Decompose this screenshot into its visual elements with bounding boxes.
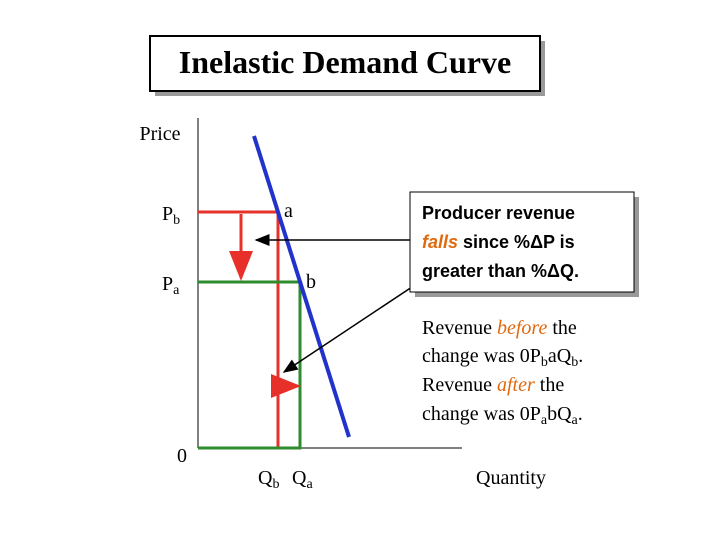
text: Q	[557, 403, 572, 425]
box-text: Producer revenue falls since %ΔP is grea…	[422, 203, 579, 281]
x-axis-label: Quantity	[476, 467, 546, 489]
pointer-arrow	[282, 282, 419, 373]
text: greater than %ΔQ.	[422, 261, 579, 281]
y-axis-label: Price	[139, 123, 180, 145]
sub: a	[541, 413, 548, 428]
note-line: change was 0PbaQb.	[422, 345, 583, 370]
price-label: Pa	[162, 273, 180, 298]
box-line: falls since %ΔP is	[422, 232, 575, 252]
emphasis: after	[497, 374, 535, 396]
sub: a	[572, 413, 579, 428]
label-base: Q	[258, 467, 273, 489]
text: Revenue	[422, 374, 497, 396]
revenue-after	[198, 280, 302, 450]
note-line: Revenue after the	[422, 374, 564, 396]
box-line: Producer revenue	[422, 203, 575, 223]
quantity-label: Qa	[292, 467, 313, 492]
text: a	[548, 345, 557, 367]
text: Producer revenue	[422, 203, 575, 223]
note-text: Revenue before the change was 0PbaQb. Re…	[422, 317, 583, 428]
emphasis: falls	[422, 232, 458, 252]
label-sub: a	[306, 477, 313, 492]
demand-curve	[252, 135, 351, 438]
label-sub: b	[272, 477, 279, 492]
price-label: Pb	[162, 203, 180, 228]
text: the	[535, 374, 565, 396]
text: the	[547, 317, 577, 339]
label-base: P	[162, 273, 173, 295]
sub: b	[541, 355, 548, 370]
text: .	[578, 345, 583, 367]
title: Inelastic Demand Curve	[179, 44, 511, 80]
text: change was 0P	[422, 403, 541, 425]
label-base: Q	[292, 467, 307, 489]
note-line: change was 0PabQa.	[422, 403, 583, 428]
text: change was 0P	[422, 345, 541, 367]
text: b	[547, 403, 557, 425]
label-sub: a	[173, 283, 180, 298]
text: Q	[557, 345, 572, 367]
origin-label: 0	[177, 445, 187, 467]
label-base: P	[162, 203, 173, 225]
sub: b	[571, 355, 578, 370]
note-line: Revenue before the	[422, 317, 577, 339]
quantity-label: Qb	[258, 467, 279, 492]
text: since %ΔP is	[458, 232, 575, 252]
emphasis: before	[497, 317, 547, 339]
revenue-before	[198, 210, 280, 448]
title-box	[149, 35, 541, 92]
point-label: a	[284, 200, 293, 222]
text: Revenue	[422, 317, 497, 339]
text: .	[578, 403, 583, 425]
label-sub: b	[173, 213, 180, 228]
info-box	[409, 191, 635, 293]
box-line: greater than %ΔQ.	[422, 261, 579, 281]
point-label: b	[306, 271, 316, 293]
